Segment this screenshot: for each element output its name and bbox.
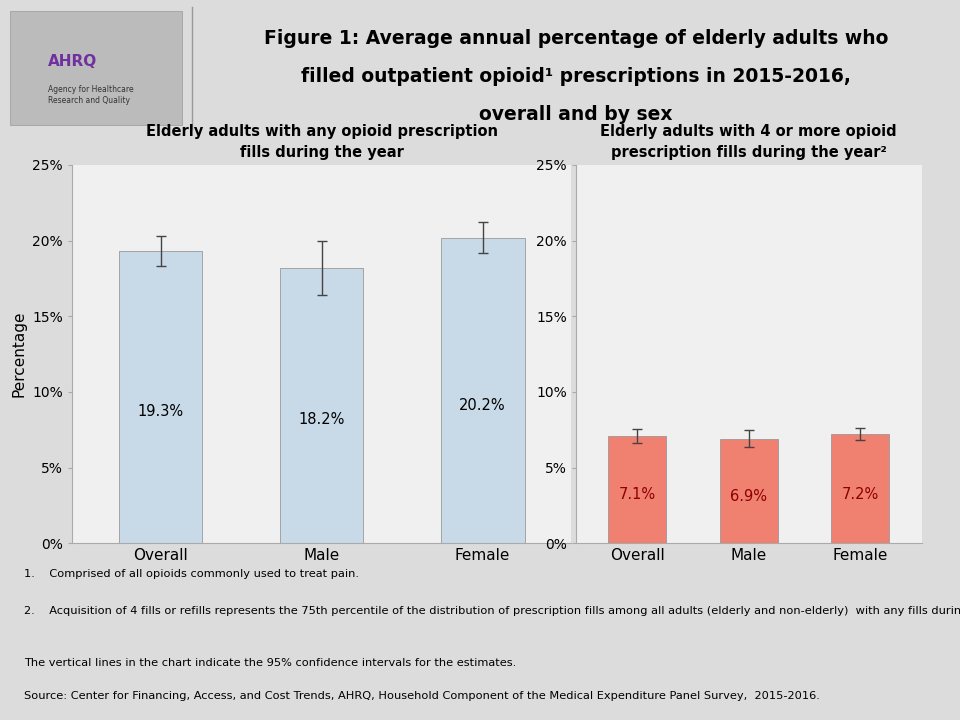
Text: Agency for Healthcare
Research and Quality: Agency for Healthcare Research and Quali… [48, 85, 133, 105]
Text: 1.    Comprised of all opioids commonly used to treat pain.: 1. Comprised of all opioids commonly use… [24, 569, 359, 579]
Bar [441, 238, 524, 543]
Text: Figure 1: Average annual percentage of elderly adults who: Figure 1: Average annual percentage of e… [264, 29, 888, 48]
Bar [279, 268, 364, 543]
Text: 6.9%: 6.9% [731, 489, 767, 504]
Title: Elderly adults with 4 or more opioid
prescription fills during the year²: Elderly adults with 4 or more opioid pre… [601, 124, 897, 160]
Bar [609, 436, 666, 543]
Text: Source: Center for Financing, Access, and Cost Trends, AHRQ, Household Component: Source: Center for Financing, Access, an… [24, 690, 820, 701]
Text: 2.    Acquisition of 4 fills or refills represents the 75th percentile of the di: 2. Acquisition of 4 fills or refills rep… [24, 606, 960, 616]
Bar [831, 434, 889, 543]
Text: The vertical lines in the chart indicate the 95% confidence intervals for the es: The vertical lines in the chart indicate… [24, 658, 516, 668]
Text: 19.3%: 19.3% [137, 404, 183, 419]
Text: AHRQ: AHRQ [48, 54, 97, 68]
Text: 7.1%: 7.1% [619, 487, 656, 503]
Text: 18.2%: 18.2% [299, 412, 345, 427]
Text: filled outpatient opioid¹ prescriptions in 2015-2016,: filled outpatient opioid¹ prescriptions … [301, 67, 851, 86]
Text: 7.2%: 7.2% [842, 487, 879, 502]
Bar [119, 251, 203, 543]
Bar [10, 11, 182, 125]
Title: Elderly adults with any opioid prescription
fills during the year: Elderly adults with any opioid prescript… [146, 124, 497, 160]
Text: overall and by sex: overall and by sex [479, 105, 673, 124]
Y-axis label: Percentage: Percentage [12, 311, 27, 397]
Bar [720, 438, 778, 543]
Text: 20.2%: 20.2% [459, 398, 506, 413]
